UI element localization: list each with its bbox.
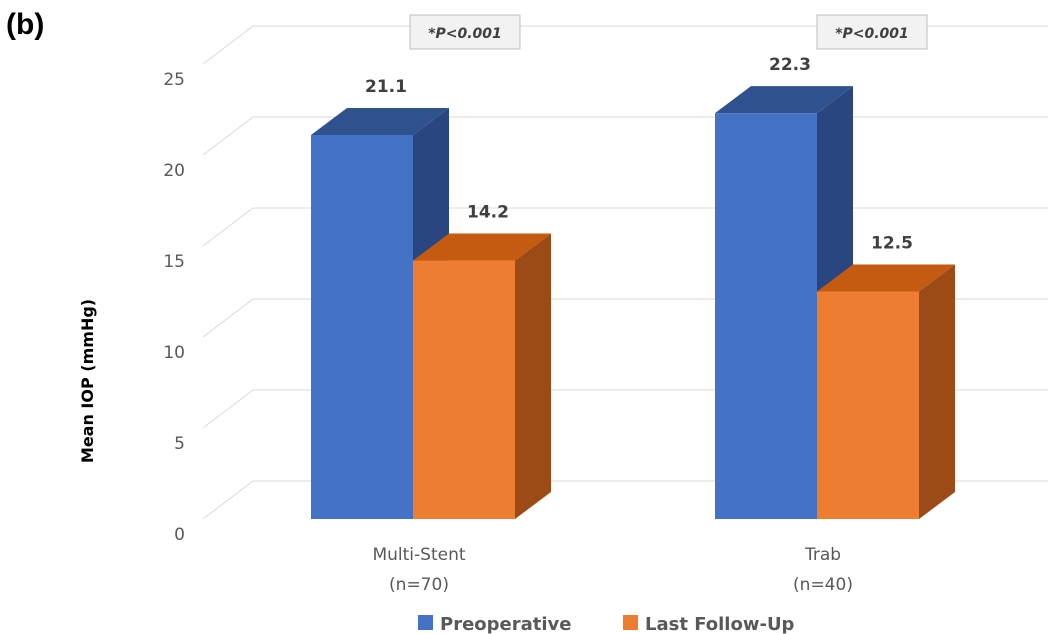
bar-top-face [413, 233, 551, 261]
category-labels: Multi-Stent (n=70) Trab (n=40) [372, 545, 852, 595]
bars [311, 86, 955, 520]
p-value-box [409, 14, 521, 50]
y-tick-label: 5 [174, 434, 185, 454]
category-count: (n=40) [793, 575, 853, 595]
data-label: 14.2 [467, 203, 509, 223]
bar-last-follow-up-0 [413, 233, 551, 519]
bar-top-face [715, 86, 853, 114]
legend-swatch [623, 615, 638, 630]
bar-front-face [413, 260, 515, 519]
bar-front-face [817, 291, 919, 519]
y-tick-label: 10 [163, 343, 185, 363]
p-value-annotations: *P<0.001 *P<0.001 [409, 14, 928, 50]
data-label: 21.1 [365, 77, 407, 97]
p-value-box [816, 14, 928, 50]
bar-side-face [515, 233, 551, 519]
y-axis-label: Mean IOP (mmHg) [78, 299, 97, 463]
category-count: (n=70) [389, 575, 449, 595]
panel-label: (b) [6, 8, 44, 41]
category-label: Multi-Stent [372, 545, 465, 565]
data-labels: 21.1 14.2 22.3 12.5 [365, 55, 913, 253]
category-label: Trab [804, 545, 841, 565]
bar-side-face [919, 264, 955, 519]
legend-label: Last Follow-Up [645, 614, 795, 634]
data-label: 22.3 [769, 55, 811, 75]
gridline [202, 25, 1048, 65]
y-axis-ticks: 0 5 10 15 20 25 [163, 70, 185, 545]
bar-front-face [715, 113, 817, 519]
bar-last-follow-up-1 [817, 264, 955, 519]
bar-top-face [311, 107, 449, 135]
p-value-text: *P<0.001 [428, 26, 502, 42]
legend-swatch [418, 615, 433, 630]
bar-front-face [311, 134, 413, 520]
y-tick-label: 20 [163, 161, 185, 181]
y-tick-label: 15 [163, 252, 185, 272]
legend: Preoperative Last Follow-Up [418, 614, 795, 634]
y-tick-label: 25 [163, 70, 185, 90]
legend-label: Preoperative [440, 614, 571, 634]
y-tick-label: 0 [174, 525, 185, 545]
p-value-text: *P<0.001 [835, 26, 909, 42]
bar-top-face [817, 264, 955, 292]
data-label: 12.5 [871, 234, 913, 254]
